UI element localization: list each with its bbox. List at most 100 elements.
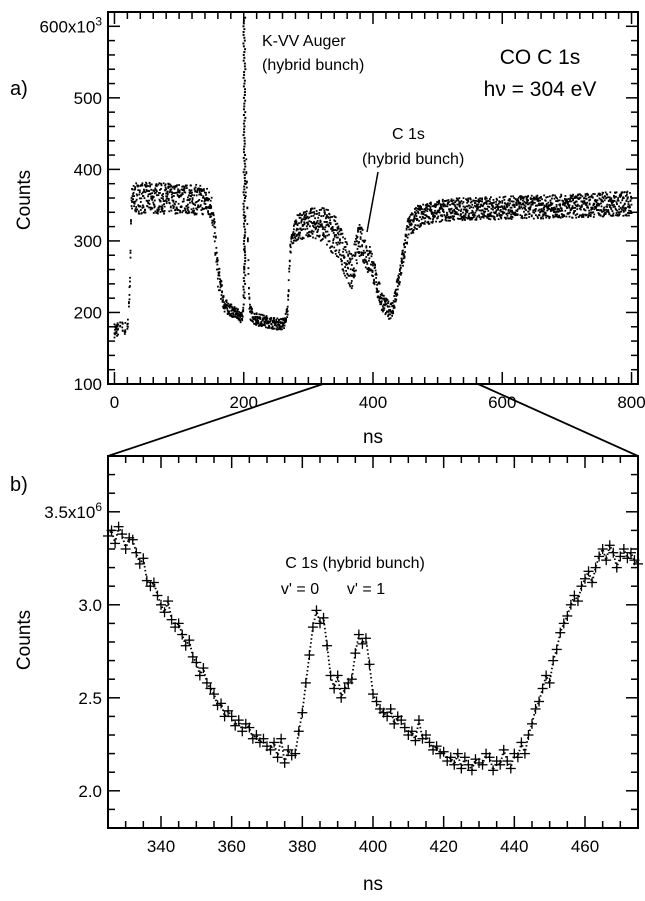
data-point <box>345 269 348 272</box>
data-point <box>616 203 618 206</box>
data-point <box>600 210 603 212</box>
data-point <box>596 199 599 202</box>
data-point <box>311 207 314 210</box>
annotation-c1s-line2: (hybrid bunch) <box>362 151 464 168</box>
data-point <box>530 194 533 197</box>
data-point <box>406 726 417 737</box>
data-point <box>603 199 606 202</box>
data-point <box>590 194 593 197</box>
data-point <box>503 198 506 201</box>
data-point <box>554 215 556 218</box>
data-point <box>413 226 416 229</box>
data-point <box>137 189 140 192</box>
data-point <box>628 214 630 217</box>
data-point <box>451 200 454 203</box>
data-point <box>245 180 248 183</box>
data-point <box>562 214 565 216</box>
data-point <box>154 191 157 194</box>
data-point <box>483 207 486 210</box>
data-point <box>162 200 165 202</box>
data-point <box>414 213 417 216</box>
data-point <box>403 242 405 245</box>
data-point <box>526 195 529 198</box>
data-point <box>243 131 246 134</box>
data-point <box>584 195 587 197</box>
data-point <box>421 208 424 211</box>
data-point <box>618 205 621 208</box>
data-point <box>388 309 390 312</box>
data-point <box>534 210 537 212</box>
data-point <box>319 220 322 223</box>
data-point <box>364 260 367 263</box>
data-point <box>116 322 119 325</box>
data-point <box>439 204 442 207</box>
data-point <box>451 203 454 205</box>
data-point <box>347 254 350 257</box>
data-point <box>306 235 309 238</box>
data-point <box>264 318 267 321</box>
data-point <box>152 196 155 198</box>
x-tick-label: 340 <box>147 837 175 856</box>
data-point <box>114 333 116 336</box>
data-point <box>569 200 571 203</box>
data-point <box>243 237 246 240</box>
data-point <box>499 206 502 208</box>
data-point <box>245 171 248 173</box>
data-point <box>142 204 144 207</box>
data-point <box>626 197 629 200</box>
data-point <box>298 231 300 234</box>
data-point <box>449 759 460 770</box>
data-point <box>589 198 592 201</box>
panel-a-title-line2: hν = 304 eV <box>484 78 597 101</box>
data-point <box>435 204 437 207</box>
data-point <box>497 202 500 205</box>
data-point <box>339 683 350 694</box>
data-point <box>329 683 340 694</box>
data-point <box>607 209 610 211</box>
data-point <box>512 211 515 214</box>
data-point <box>368 246 371 248</box>
data-point <box>329 246 331 249</box>
data-point <box>508 217 510 220</box>
data-point <box>453 210 456 212</box>
data-point <box>147 202 150 205</box>
data-point <box>517 199 520 202</box>
data-point <box>261 313 264 316</box>
data-point <box>350 280 353 282</box>
data-point <box>153 203 156 206</box>
data-point <box>243 71 246 74</box>
data-point <box>485 200 488 202</box>
data-point <box>282 318 285 321</box>
data-point <box>522 202 525 205</box>
data-point <box>604 191 607 194</box>
data-point <box>265 744 276 755</box>
data-point <box>601 193 603 196</box>
y-tick-label: 3.0 <box>78 596 102 615</box>
data-point <box>540 204 543 206</box>
data-point <box>311 221 313 224</box>
data-point <box>342 250 344 253</box>
data-point <box>134 208 137 210</box>
data-point <box>325 215 328 218</box>
data-point <box>337 225 340 228</box>
data-point <box>477 759 488 770</box>
data-point <box>242 59 245 62</box>
data-point <box>520 203 523 206</box>
data-point <box>208 205 211 208</box>
data-point <box>186 209 189 211</box>
data-point <box>485 202 488 204</box>
data-point <box>426 208 429 211</box>
data-point <box>440 203 443 206</box>
data-point <box>593 203 596 206</box>
data-point <box>305 212 308 215</box>
data-point <box>151 207 154 210</box>
data-point <box>488 202 491 205</box>
data-point <box>527 203 530 206</box>
data-point <box>119 325 122 328</box>
data-point <box>544 205 547 208</box>
data-point <box>270 317 273 319</box>
data-point <box>401 259 403 262</box>
data-point <box>500 214 503 217</box>
data-point <box>346 674 357 685</box>
data-point <box>469 218 472 221</box>
